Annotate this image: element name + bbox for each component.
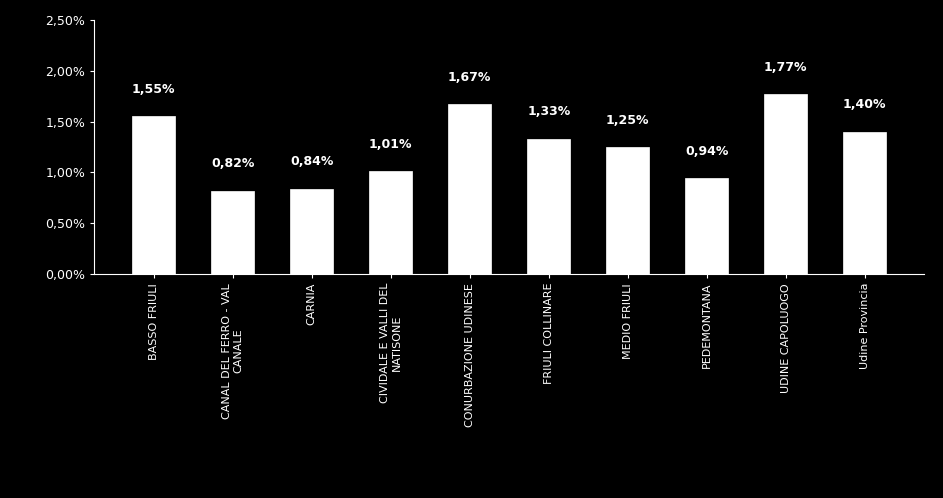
Text: 0,94%: 0,94% <box>685 145 728 158</box>
Text: 1,33%: 1,33% <box>527 106 571 119</box>
Bar <box>448 104 491 274</box>
Bar <box>369 171 412 274</box>
Text: 1,55%: 1,55% <box>132 83 175 96</box>
Bar <box>843 131 886 274</box>
Text: 0,84%: 0,84% <box>290 155 334 168</box>
Bar <box>764 94 807 274</box>
Text: 1,67%: 1,67% <box>448 71 491 84</box>
Bar <box>290 189 334 274</box>
Bar <box>606 147 650 274</box>
Text: 0,82%: 0,82% <box>211 157 255 170</box>
Bar <box>211 191 255 274</box>
Text: 1,40%: 1,40% <box>843 98 886 112</box>
Bar <box>527 139 571 274</box>
Bar <box>132 117 175 274</box>
Text: 1,77%: 1,77% <box>764 61 807 74</box>
Text: 1,25%: 1,25% <box>606 114 650 126</box>
Bar <box>685 178 728 274</box>
Text: 1,01%: 1,01% <box>369 138 412 151</box>
